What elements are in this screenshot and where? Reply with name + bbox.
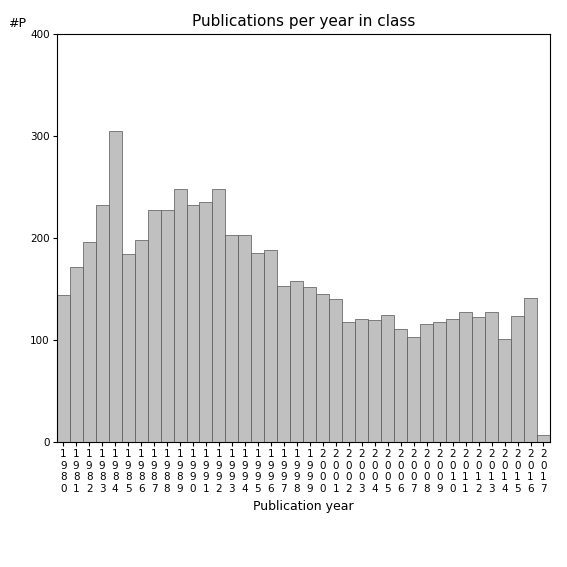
Bar [368, 320, 381, 442]
X-axis label: Publication year: Publication year [253, 500, 354, 513]
Bar [356, 319, 368, 442]
Bar [446, 319, 459, 442]
Bar [303, 287, 316, 442]
Bar [394, 329, 407, 442]
Y-axis label: #P: #P [9, 17, 26, 30]
Bar [472, 317, 485, 442]
Bar [121, 255, 134, 442]
Bar [239, 235, 251, 442]
Bar [187, 205, 200, 442]
Bar [226, 235, 239, 442]
Bar [83, 242, 96, 442]
Bar [316, 294, 329, 442]
Bar [200, 202, 213, 442]
Bar [134, 240, 147, 442]
Bar [277, 286, 290, 442]
Bar [174, 189, 187, 442]
Bar [342, 322, 356, 442]
Bar [511, 316, 524, 442]
Bar [109, 131, 121, 442]
Bar [329, 299, 342, 442]
Bar [96, 205, 109, 442]
Bar [498, 339, 511, 442]
Bar [57, 295, 70, 442]
Bar [160, 210, 174, 442]
Bar [407, 337, 420, 442]
Bar [420, 324, 433, 442]
Bar [147, 210, 160, 442]
Bar [264, 251, 277, 442]
Bar [213, 189, 226, 442]
Bar [433, 322, 446, 442]
Title: Publications per year in class: Publications per year in class [192, 14, 415, 29]
Bar [459, 312, 472, 442]
Bar [290, 281, 303, 442]
Bar [251, 253, 264, 442]
Bar [537, 435, 550, 442]
Bar [70, 266, 83, 442]
Bar [524, 298, 537, 442]
Bar [485, 312, 498, 442]
Bar [381, 315, 394, 442]
